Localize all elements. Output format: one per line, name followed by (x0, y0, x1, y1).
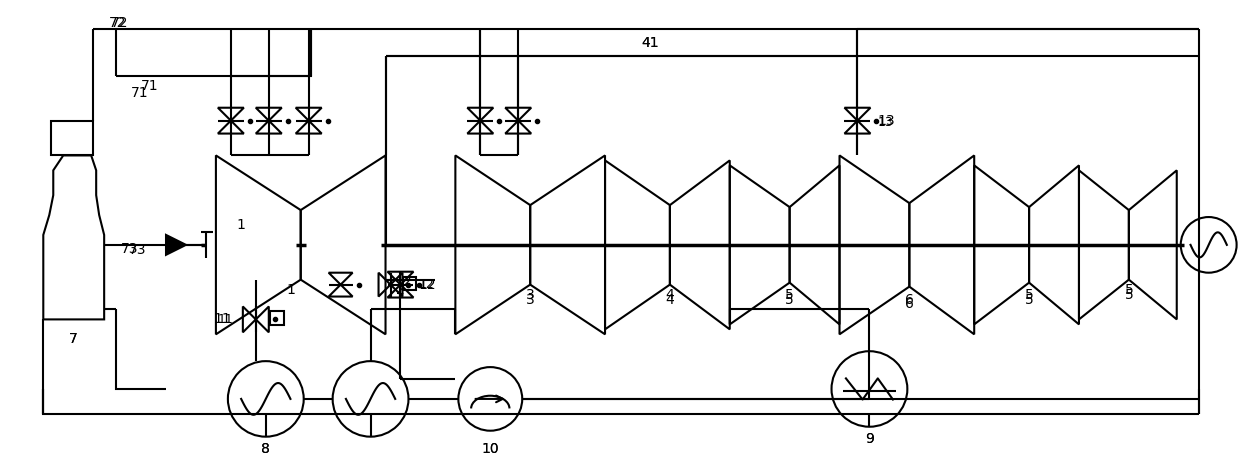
Text: 11: 11 (218, 313, 234, 326)
Text: 2: 2 (396, 283, 405, 297)
Text: 6: 6 (905, 297, 914, 312)
Text: 5: 5 (785, 287, 794, 302)
Text: 5: 5 (1125, 283, 1133, 297)
Text: 9: 9 (866, 431, 874, 446)
Text: 5: 5 (1125, 287, 1133, 302)
Text: 8: 8 (262, 442, 270, 456)
Text: 12: 12 (418, 278, 434, 291)
Text: 5: 5 (1024, 292, 1033, 307)
Text: 13: 13 (878, 116, 893, 129)
Text: 41: 41 (641, 36, 658, 50)
Text: 9: 9 (866, 431, 874, 446)
Text: 7: 7 (69, 332, 78, 346)
Text: 11: 11 (213, 313, 231, 326)
Text: 73: 73 (120, 242, 138, 256)
Text: 2: 2 (403, 274, 412, 289)
Text: 41: 41 (641, 36, 658, 50)
Text: 10: 10 (481, 442, 500, 456)
Text: 7: 7 (69, 332, 78, 346)
Text: 71: 71 (141, 79, 159, 93)
Text: 10: 10 (481, 442, 500, 456)
Text: 72: 72 (109, 16, 126, 30)
Text: 3: 3 (526, 292, 534, 307)
Text: 4: 4 (666, 292, 675, 307)
Text: 5: 5 (1024, 287, 1033, 302)
Polygon shape (166, 235, 186, 255)
Bar (403, 277, 417, 290)
Text: 8: 8 (262, 442, 270, 456)
Text: 6: 6 (905, 292, 914, 307)
Text: 13: 13 (878, 114, 895, 128)
Text: 72: 72 (112, 16, 129, 30)
Text: 1: 1 (237, 218, 246, 232)
Bar (270, 312, 284, 325)
Text: 12: 12 (418, 278, 436, 291)
Text: 5: 5 (785, 292, 794, 307)
Text: 4: 4 (666, 287, 675, 302)
Text: 3: 3 (526, 287, 534, 302)
Text: 73: 73 (129, 243, 146, 257)
Text: 1: 1 (286, 283, 295, 297)
Text: 71: 71 (131, 86, 149, 100)
